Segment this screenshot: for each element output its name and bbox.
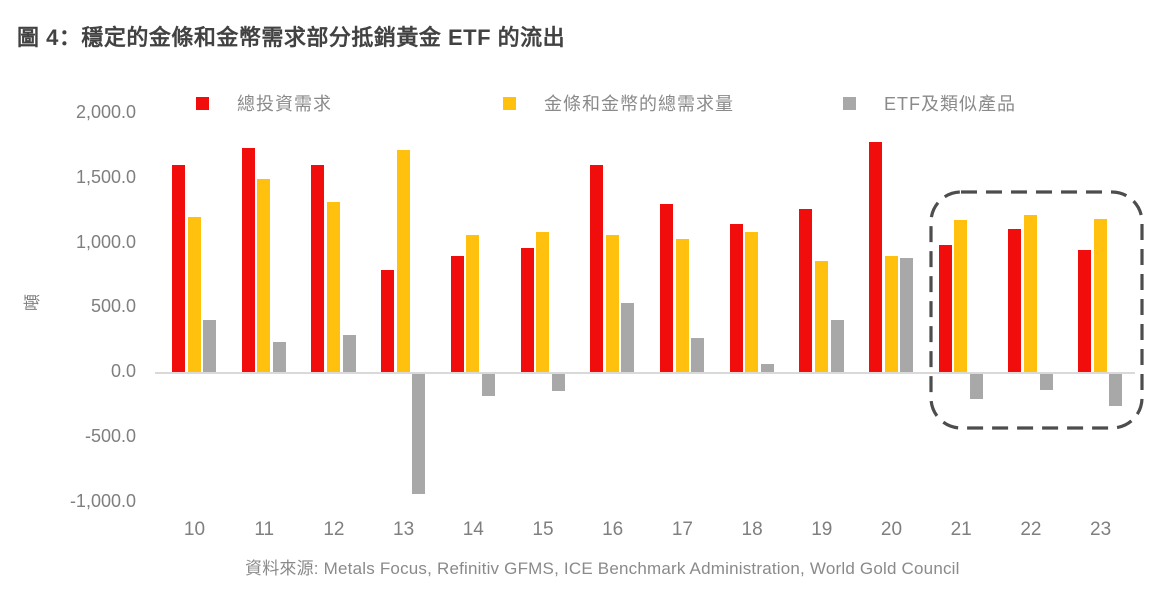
- bar-etf-14: [482, 374, 495, 396]
- bar-bar-and-coin-13: [396, 150, 410, 372]
- bar-etf-19: [830, 320, 844, 372]
- highlight-box: [929, 190, 1144, 430]
- bar-total-investment-22: [1008, 229, 1022, 372]
- bar-total-investment-14: [450, 256, 464, 372]
- x-tick-label-22: 22: [1020, 519, 1042, 540]
- bar-bar-and-coin-12: [327, 202, 340, 372]
- bar-bar-and-coin-18: [745, 232, 759, 372]
- bar-bar-and-coin-23: [1093, 219, 1107, 372]
- x-tick-label-12: 12: [323, 519, 345, 540]
- y-axis-unit-label: 噸: [23, 294, 42, 311]
- bar-etf-22: [1039, 374, 1053, 390]
- y-tick-label: -1,000.0: [69, 490, 136, 511]
- legend-item-bar-and-coin: 金條和金幣的總需求量: [503, 90, 734, 116]
- x-tick-label-14: 14: [462, 519, 484, 540]
- x-tick-label-21: 21: [950, 519, 972, 540]
- legend-label-bar-and-coin: 金條和金幣的總需求量: [544, 94, 734, 114]
- bar-total-investment-13: [381, 270, 395, 372]
- x-tick-label-19: 19: [811, 519, 833, 540]
- legend-swatch-gray: [843, 96, 856, 110]
- bar-total-investment-12: [311, 165, 325, 372]
- bar-bar-and-coin-16: [605, 235, 619, 372]
- y-tick-label: 1,000.0: [75, 231, 136, 252]
- zero-axis-line: [155, 372, 1135, 374]
- bar-etf-16: [621, 303, 635, 372]
- bar-etf-13: [412, 374, 426, 494]
- x-tick-label-23: 23: [1090, 519, 1112, 540]
- bar-bar-and-coin-20: [884, 256, 898, 372]
- y-tick-label: 2,000.0: [75, 102, 136, 122]
- bar-etf-10: [203, 320, 217, 372]
- legend-swatch-gold: [503, 96, 516, 110]
- bar-bar-and-coin-14: [466, 235, 480, 372]
- bar-etf-17: [691, 338, 705, 372]
- bar-bar-and-coin-22: [1024, 215, 1037, 372]
- bar-bar-and-coin-10: [187, 217, 201, 372]
- legend-label-total-investment: 總投資需求: [237, 94, 332, 114]
- figure-title: 圖 4：穩定的金條和金幣需求部分抵銷黃金 ETF 的流出: [17, 25, 566, 50]
- bar-total-investment-18: [729, 224, 743, 372]
- legend-swatch-red: [196, 96, 209, 110]
- bar-etf-18: [760, 364, 774, 372]
- bar-total-investment-17: [659, 204, 673, 372]
- bar-etf-11: [272, 342, 286, 372]
- bar-total-investment-16: [590, 165, 604, 372]
- x-tick-label-16: 16: [602, 519, 624, 540]
- x-tick-label-15: 15: [532, 519, 554, 540]
- bar-total-investment-23: [1078, 250, 1092, 372]
- bar-bar-and-coin-15: [536, 232, 550, 372]
- bar-bar-and-coin-21: [954, 220, 968, 372]
- x-tick-label-11: 11: [254, 519, 275, 540]
- bar-etf-12: [342, 335, 356, 372]
- highlight-box-rect: [929, 190, 1144, 430]
- y-tick-label: 1,500.0: [75, 166, 136, 187]
- bar-total-investment-21: [938, 245, 952, 372]
- x-tick-label-17: 17: [671, 519, 693, 540]
- legend-item-etf: ETF及類似產品: [843, 90, 1016, 116]
- bar-total-investment-15: [520, 248, 534, 372]
- legend-label-etf: ETF及類似產品: [884, 94, 1016, 114]
- bar-total-investment-11: [241, 148, 255, 372]
- bar-total-investment-10: [172, 165, 185, 372]
- bar-etf-21: [969, 374, 983, 399]
- bar-etf-20: [900, 258, 914, 372]
- bar-etf-15: [551, 374, 565, 391]
- bar-bar-and-coin-19: [814, 261, 828, 372]
- bar-bar-and-coin-11: [257, 179, 271, 372]
- bar-bar-and-coin-17: [675, 239, 689, 372]
- x-tick-label-18: 18: [741, 519, 763, 540]
- bar-etf-23: [1109, 374, 1123, 406]
- legend-item-total-investment: 總投資需求: [196, 90, 332, 116]
- y-tick-label: 0.0: [110, 361, 136, 381]
- x-tick-label-10: 10: [183, 519, 206, 540]
- x-tick-label-20: 20: [880, 519, 903, 540]
- source-note: 資料來源: Metals Focus, Refinitiv GFMS, ICE …: [245, 559, 960, 578]
- y-tick-label: 500.0: [90, 296, 136, 317]
- y-tick-label: -500.0: [84, 425, 136, 446]
- bar-total-investment-20: [869, 142, 882, 372]
- bar-total-investment-19: [799, 209, 813, 372]
- x-tick-label-13: 13: [393, 519, 415, 540]
